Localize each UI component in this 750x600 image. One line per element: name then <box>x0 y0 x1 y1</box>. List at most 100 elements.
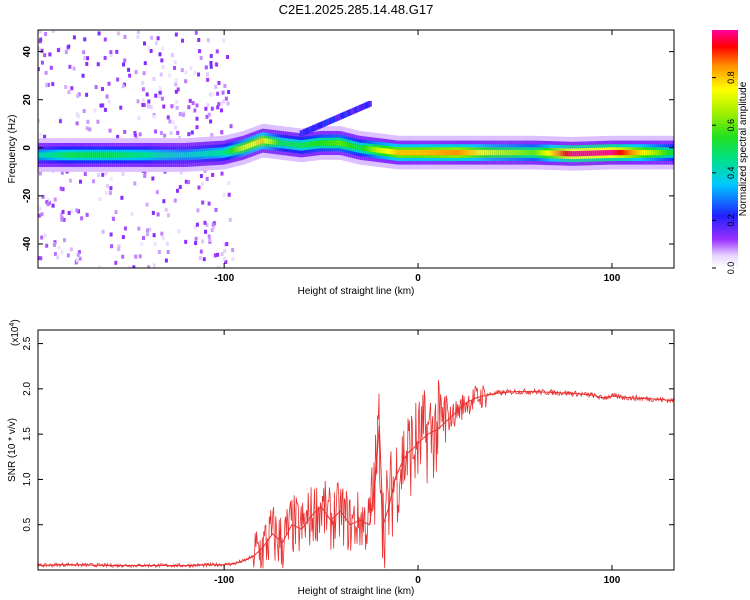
spectrogram-cell <box>49 152 53 158</box>
spectrogram-cell <box>160 58 164 63</box>
spectrogram-cell <box>215 62 219 67</box>
spectrogram-cell <box>206 77 210 82</box>
spectrogram-cell <box>236 146 240 152</box>
spectrogram-cell <box>204 151 208 157</box>
spectrogram-cell <box>111 152 114 158</box>
spectrogram-cell <box>282 140 285 146</box>
spectrogram-cell <box>323 140 327 146</box>
spectrogram-cell <box>38 206 42 211</box>
spectrogram-cell <box>83 56 87 61</box>
spectrogram-cell <box>170 152 174 158</box>
spectrogram-cell <box>41 152 45 158</box>
spectrogram-cell <box>228 148 232 154</box>
spectrogram-cell <box>238 146 242 152</box>
spectrogram-cell <box>138 254 142 259</box>
spectrogram-cell <box>115 49 119 54</box>
spectrogram-cell <box>51 152 55 158</box>
spectrogram-cell <box>226 149 230 155</box>
spectrogram-cell <box>492 149 496 156</box>
spectrogram-cell <box>207 234 211 239</box>
spectrogram-ytick-label: 20 <box>22 94 33 106</box>
spectrogram-cell <box>71 152 75 158</box>
spectrogram-cell <box>137 116 141 121</box>
spectrogram-cell <box>198 151 202 157</box>
spectrogram-cell <box>164 207 168 212</box>
spectrogram-cell <box>449 149 452 156</box>
spectrogram-cell <box>244 144 247 150</box>
spectrogram-cell <box>429 149 432 156</box>
spectrogram-cell <box>284 140 287 147</box>
spectrogram-cell <box>174 82 178 87</box>
spectrogram-cell <box>184 179 188 184</box>
spectrogram-cell <box>498 149 502 156</box>
spectrogram-cell <box>109 53 113 58</box>
spectrogram-cell <box>626 149 629 156</box>
spectrogram-cell <box>59 116 63 121</box>
spectrogram-cell <box>161 46 165 51</box>
spectrogram-cell <box>132 265 136 268</box>
spectrogram-cell <box>182 152 186 158</box>
spectrogram-cell <box>205 72 209 77</box>
spectrogram-cell <box>226 101 230 106</box>
snr-xtick-label: -100 <box>214 575 234 586</box>
spectrogram-cell <box>85 126 89 131</box>
spectrogram-cell <box>194 30 198 35</box>
spectrogram-cell <box>62 217 66 222</box>
spectrogram-cell <box>163 133 167 138</box>
spectrogram-cell <box>556 150 560 156</box>
spectrogram-cell <box>209 64 213 69</box>
spectrogram-cell <box>227 192 231 197</box>
spectrogram-cell <box>212 150 216 156</box>
spectrogram-cell <box>221 90 225 95</box>
spectrogram-cell <box>345 141 349 148</box>
spectrogram-cell <box>129 152 132 158</box>
spectrogram-cell <box>222 256 226 261</box>
spectrogram-cell <box>453 149 456 156</box>
spectrogram-cell <box>445 149 448 156</box>
spectrogram-cell <box>103 37 107 42</box>
spectrogram-cell <box>116 77 120 82</box>
spectrogram-cell <box>149 152 152 158</box>
spectrogram-cell <box>395 149 399 156</box>
spectrogram-cell <box>178 112 182 117</box>
spectrogram-cell <box>216 252 220 257</box>
spectrogram-ytick-label: -40 <box>22 236 33 251</box>
spectrogram-cell <box>393 149 397 155</box>
spectrogram-cell <box>156 212 160 217</box>
spectrogram-cell <box>210 106 214 111</box>
spectrogram-cell <box>534 150 538 156</box>
spectrogram-cell <box>649 149 653 156</box>
spectrogram-cell <box>45 152 49 158</box>
spectrogram-cell <box>121 235 125 240</box>
spectrogram-cell <box>224 96 228 101</box>
spectrogram-cell <box>618 149 621 156</box>
spectrogram-cell <box>504 149 508 156</box>
spectrogram-cell <box>104 190 108 195</box>
spectrogram-cell <box>123 129 127 134</box>
spectrogram-cell <box>142 236 146 241</box>
spectrogram-cell <box>149 105 153 110</box>
snr-panel: -100 0 100 0.5 1.0 1.5 2.0 2.5 Height of straig… <box>7 319 675 597</box>
spectrogram-cell <box>49 65 53 70</box>
spectrogram-cell <box>205 223 209 228</box>
spectrogram-cell <box>210 150 214 157</box>
spectrogram-cell <box>154 152 158 158</box>
spectrogram-cell <box>130 212 134 217</box>
spectrogram-cell <box>215 49 219 54</box>
spectrogram-cell <box>143 41 147 46</box>
spectrogram-cell <box>123 152 126 158</box>
spectrogram-cell <box>85 212 89 217</box>
spectrogram-cell <box>335 140 339 146</box>
spectrogram-cell <box>137 226 141 231</box>
spectrogram-cell <box>174 89 178 94</box>
spectrogram-cell <box>97 152 100 158</box>
spectrogram-cell <box>82 109 86 114</box>
spectrogram-cell <box>355 144 359 150</box>
spectrogram-cell <box>61 209 65 214</box>
spectrogram-cell <box>643 149 647 156</box>
spectrogram-cell <box>197 185 201 190</box>
spectrogram-cell <box>45 83 49 88</box>
spectrogram-ytick-label: -20 <box>22 188 33 203</box>
spectrogram-cell <box>168 119 172 124</box>
spectrogram-cell <box>153 242 157 247</box>
